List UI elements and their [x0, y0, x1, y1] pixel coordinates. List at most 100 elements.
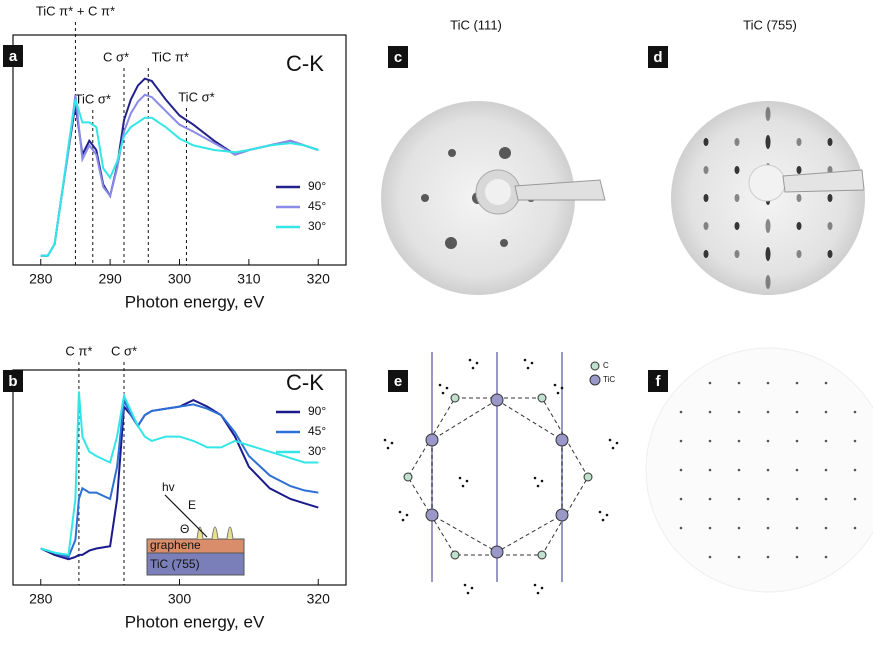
c-spot [584, 473, 592, 481]
dot [391, 442, 394, 445]
spot [828, 250, 833, 258]
spot [448, 149, 456, 157]
annotation: TiC σ* [75, 91, 111, 106]
spot [709, 556, 712, 559]
spot [797, 166, 802, 174]
tic-spot [556, 434, 568, 446]
spot [796, 411, 799, 414]
c-spot [538, 394, 546, 402]
electron-gun [749, 165, 785, 201]
dot [602, 519, 605, 522]
annotation: C σ* [111, 343, 137, 358]
dot [406, 514, 409, 517]
spot [680, 498, 683, 501]
legend-label: TiC [603, 375, 615, 384]
spot [680, 411, 683, 414]
spot [738, 469, 741, 472]
x-tick-label: 290 [98, 271, 122, 287]
spot [738, 498, 741, 501]
spot [709, 469, 712, 472]
legend-symbol [590, 375, 600, 385]
spot [825, 498, 828, 501]
x-tick-label: 280 [29, 591, 53, 607]
spot [797, 138, 802, 146]
spot [709, 382, 712, 385]
dot [599, 511, 602, 514]
panel-letter: e [394, 373, 402, 390]
dot [609, 439, 612, 442]
dot [442, 392, 445, 395]
spot [709, 527, 712, 530]
tic-spot [426, 434, 438, 446]
tic-spot [491, 546, 503, 558]
legend-label: 90° [308, 404, 326, 418]
legend-label: C [603, 361, 609, 370]
spot [797, 222, 802, 230]
annotation: TiC π* + C π* [36, 3, 115, 18]
spot [797, 194, 802, 202]
chart-title: C-K [286, 51, 324, 76]
panel-label: f [648, 370, 668, 392]
inset-label: Θ [180, 522, 189, 536]
spot [766, 135, 771, 149]
dot [537, 592, 540, 595]
panel-label: d [648, 46, 668, 68]
c-spot [451, 551, 459, 559]
spot [738, 440, 741, 443]
legend-label: 30° [308, 444, 326, 458]
spot [796, 469, 799, 472]
spot [421, 194, 429, 202]
annotation: TiC σ* [178, 89, 214, 104]
spot [825, 411, 828, 414]
spot [854, 498, 857, 501]
dot [534, 584, 537, 587]
panel-label: e [388, 370, 408, 392]
spot [854, 411, 857, 414]
inset-label: hv [162, 480, 175, 494]
spot [704, 222, 709, 230]
panel-title: TiC (755) [743, 17, 797, 32]
spot [738, 527, 741, 530]
spot [704, 166, 709, 174]
dot [467, 592, 470, 595]
spot [766, 219, 771, 233]
spot [796, 527, 799, 530]
x-axis-label: Photon energy, eV [125, 612, 265, 631]
panel-letter: c [394, 49, 402, 66]
spot [825, 382, 828, 385]
inset-label: E [188, 498, 196, 512]
spot [854, 527, 857, 530]
legend-label: 30° [308, 219, 326, 233]
spot [766, 247, 771, 261]
panel-label: c [388, 46, 408, 68]
spot [767, 411, 770, 414]
annotation: C σ* [103, 49, 129, 64]
dot [541, 480, 544, 483]
legend-label: 45° [308, 424, 326, 438]
dot [469, 359, 472, 362]
dot [476, 362, 479, 365]
inset-label: graphene [150, 538, 201, 552]
spot [709, 498, 712, 501]
spot [709, 440, 712, 443]
spot [704, 250, 709, 258]
dot [534, 477, 537, 480]
dot [612, 447, 615, 450]
inset-label: TiC (755) [150, 557, 200, 571]
tic-spot [491, 394, 503, 406]
dot [439, 384, 442, 387]
tic-spot [426, 509, 438, 521]
data-line [41, 95, 319, 256]
spot [825, 469, 828, 472]
panel-letter: b [8, 373, 17, 390]
spot [738, 411, 741, 414]
spot [766, 275, 771, 289]
spot [738, 382, 741, 385]
spot [767, 469, 770, 472]
spot [825, 440, 828, 443]
dot [541, 587, 544, 590]
spot [738, 556, 741, 559]
spot [767, 527, 770, 530]
orbital [227, 527, 233, 539]
tic-spot [556, 509, 568, 521]
